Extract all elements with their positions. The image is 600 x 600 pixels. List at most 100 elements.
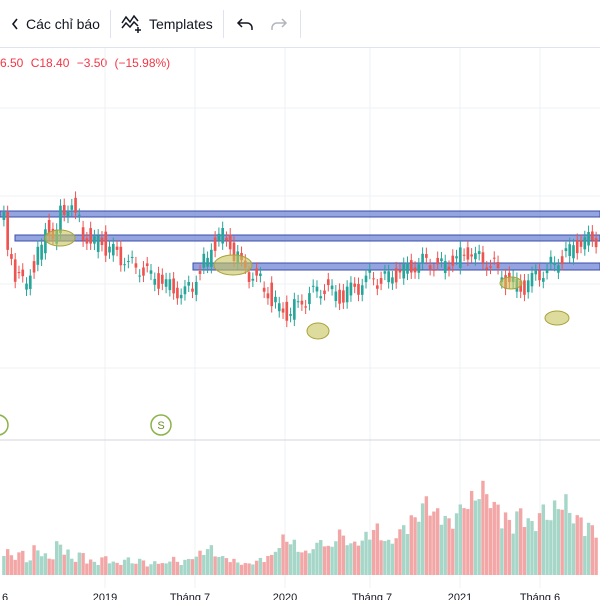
candle-body bbox=[530, 272, 534, 287]
event-marker-s bbox=[150, 414, 172, 436]
candle-body bbox=[421, 253, 424, 264]
time-axis-bg bbox=[0, 588, 600, 600]
volume-bar bbox=[485, 494, 489, 575]
candle-body bbox=[176, 287, 179, 299]
highlight-ellipse bbox=[213, 254, 253, 276]
volume-bar bbox=[477, 499, 481, 575]
volume-bar bbox=[96, 564, 100, 575]
volume-bar bbox=[530, 521, 534, 575]
candle-body bbox=[21, 269, 25, 277]
templates-label: Templates bbox=[148, 15, 213, 32]
candle-body bbox=[538, 270, 541, 281]
volume-bar bbox=[126, 557, 131, 575]
volume-bar bbox=[47, 558, 51, 575]
chart-toolbar: Các chỉ báo Templates bbox=[0, 0, 600, 48]
volume-bar bbox=[451, 528, 455, 575]
highlight-ellipse bbox=[544, 310, 570, 326]
volume-bar bbox=[307, 553, 312, 575]
event-marker-label: S bbox=[157, 420, 164, 432]
volume-bar bbox=[28, 560, 32, 575]
candle-body bbox=[360, 285, 364, 295]
candle-body bbox=[583, 237, 587, 250]
volume-bar bbox=[183, 559, 187, 575]
candle-body bbox=[108, 246, 111, 253]
legend-change-pct: (−15.98%) bbox=[114, 56, 171, 70]
candle-body bbox=[572, 245, 575, 259]
candle-body bbox=[387, 271, 390, 283]
volume-bar bbox=[534, 531, 538, 575]
indicators-button[interactable]: Các chỉ báo bbox=[0, 0, 110, 48]
candle-body bbox=[541, 278, 545, 282]
candle-body bbox=[210, 249, 213, 268]
time-axis-label: 2020 bbox=[273, 592, 297, 600]
volume-bar bbox=[236, 562, 240, 575]
candle-body bbox=[349, 282, 353, 296]
candle-body bbox=[364, 275, 368, 283]
candle-body bbox=[413, 267, 417, 273]
undo-button[interactable] bbox=[224, 0, 262, 48]
volume-bar bbox=[590, 525, 595, 575]
volume-bar bbox=[500, 528, 504, 575]
volume-bar bbox=[137, 558, 142, 575]
volume-bar bbox=[341, 535, 346, 575]
volume-bar bbox=[526, 518, 530, 575]
volume-bar bbox=[239, 564, 244, 575]
volume-bars bbox=[2, 480, 598, 575]
volume-bar bbox=[537, 513, 542, 575]
time-axis-label: Tháng 7 bbox=[352, 592, 392, 600]
volume-bar bbox=[394, 538, 398, 575]
candle-body bbox=[10, 254, 13, 259]
candle-body bbox=[100, 237, 104, 246]
volume-bar bbox=[466, 509, 470, 575]
volume-bar bbox=[594, 537, 598, 575]
templates-button[interactable]: Templates bbox=[111, 0, 223, 48]
price-chart[interactable]: S 6 2019 Tháng 7 2020 Tháng 7 2021 Tháng 6 bbox=[0, 48, 600, 600]
volume-bar bbox=[130, 563, 134, 575]
volume-bar bbox=[92, 561, 97, 575]
redo-button[interactable] bbox=[262, 0, 300, 48]
candle-body bbox=[262, 287, 266, 292]
volume-bar bbox=[417, 521, 421, 575]
volume-bar bbox=[469, 490, 474, 575]
templates-icon bbox=[121, 14, 143, 34]
volume-bar bbox=[345, 545, 349, 575]
candle-body bbox=[545, 269, 549, 274]
candle-body bbox=[338, 289, 341, 304]
volume-bar bbox=[379, 540, 383, 575]
volume-bar bbox=[17, 552, 21, 575]
candle-body bbox=[304, 306, 307, 308]
candle-body bbox=[579, 240, 583, 247]
toolbar-divider bbox=[109, 9, 111, 38]
volume-bar bbox=[568, 512, 572, 575]
candle-body bbox=[277, 303, 281, 312]
volume-bar bbox=[190, 559, 195, 575]
candle-body bbox=[489, 266, 492, 268]
volume-bar bbox=[432, 511, 436, 575]
volume-bar bbox=[518, 508, 523, 575]
volume-bar bbox=[292, 539, 297, 575]
volume-bar bbox=[134, 563, 138, 575]
volume-bar bbox=[413, 517, 417, 575]
volume-bar bbox=[458, 504, 463, 575]
candle-body bbox=[368, 270, 372, 273]
candle-body bbox=[228, 234, 232, 250]
candlesticks bbox=[2, 191, 598, 328]
candle-body bbox=[425, 254, 428, 258]
candle-body bbox=[274, 296, 277, 303]
volume-bar bbox=[507, 519, 512, 575]
volume-bar bbox=[492, 501, 496, 575]
toolbar-divider bbox=[299, 9, 301, 38]
candle-body bbox=[564, 248, 568, 252]
candle-body bbox=[85, 238, 89, 244]
volume-bar bbox=[187, 558, 191, 575]
volume-bar bbox=[168, 561, 172, 575]
toolbar-divider bbox=[222, 9, 224, 38]
volume-bar bbox=[560, 509, 564, 575]
resistance-zone bbox=[0, 210, 600, 218]
volume-bar bbox=[209, 545, 214, 575]
candle-body bbox=[6, 212, 9, 250]
volume-bar bbox=[77, 552, 82, 575]
candle-body bbox=[217, 233, 221, 241]
volume-bar bbox=[220, 556, 225, 575]
candle-body bbox=[70, 205, 74, 210]
